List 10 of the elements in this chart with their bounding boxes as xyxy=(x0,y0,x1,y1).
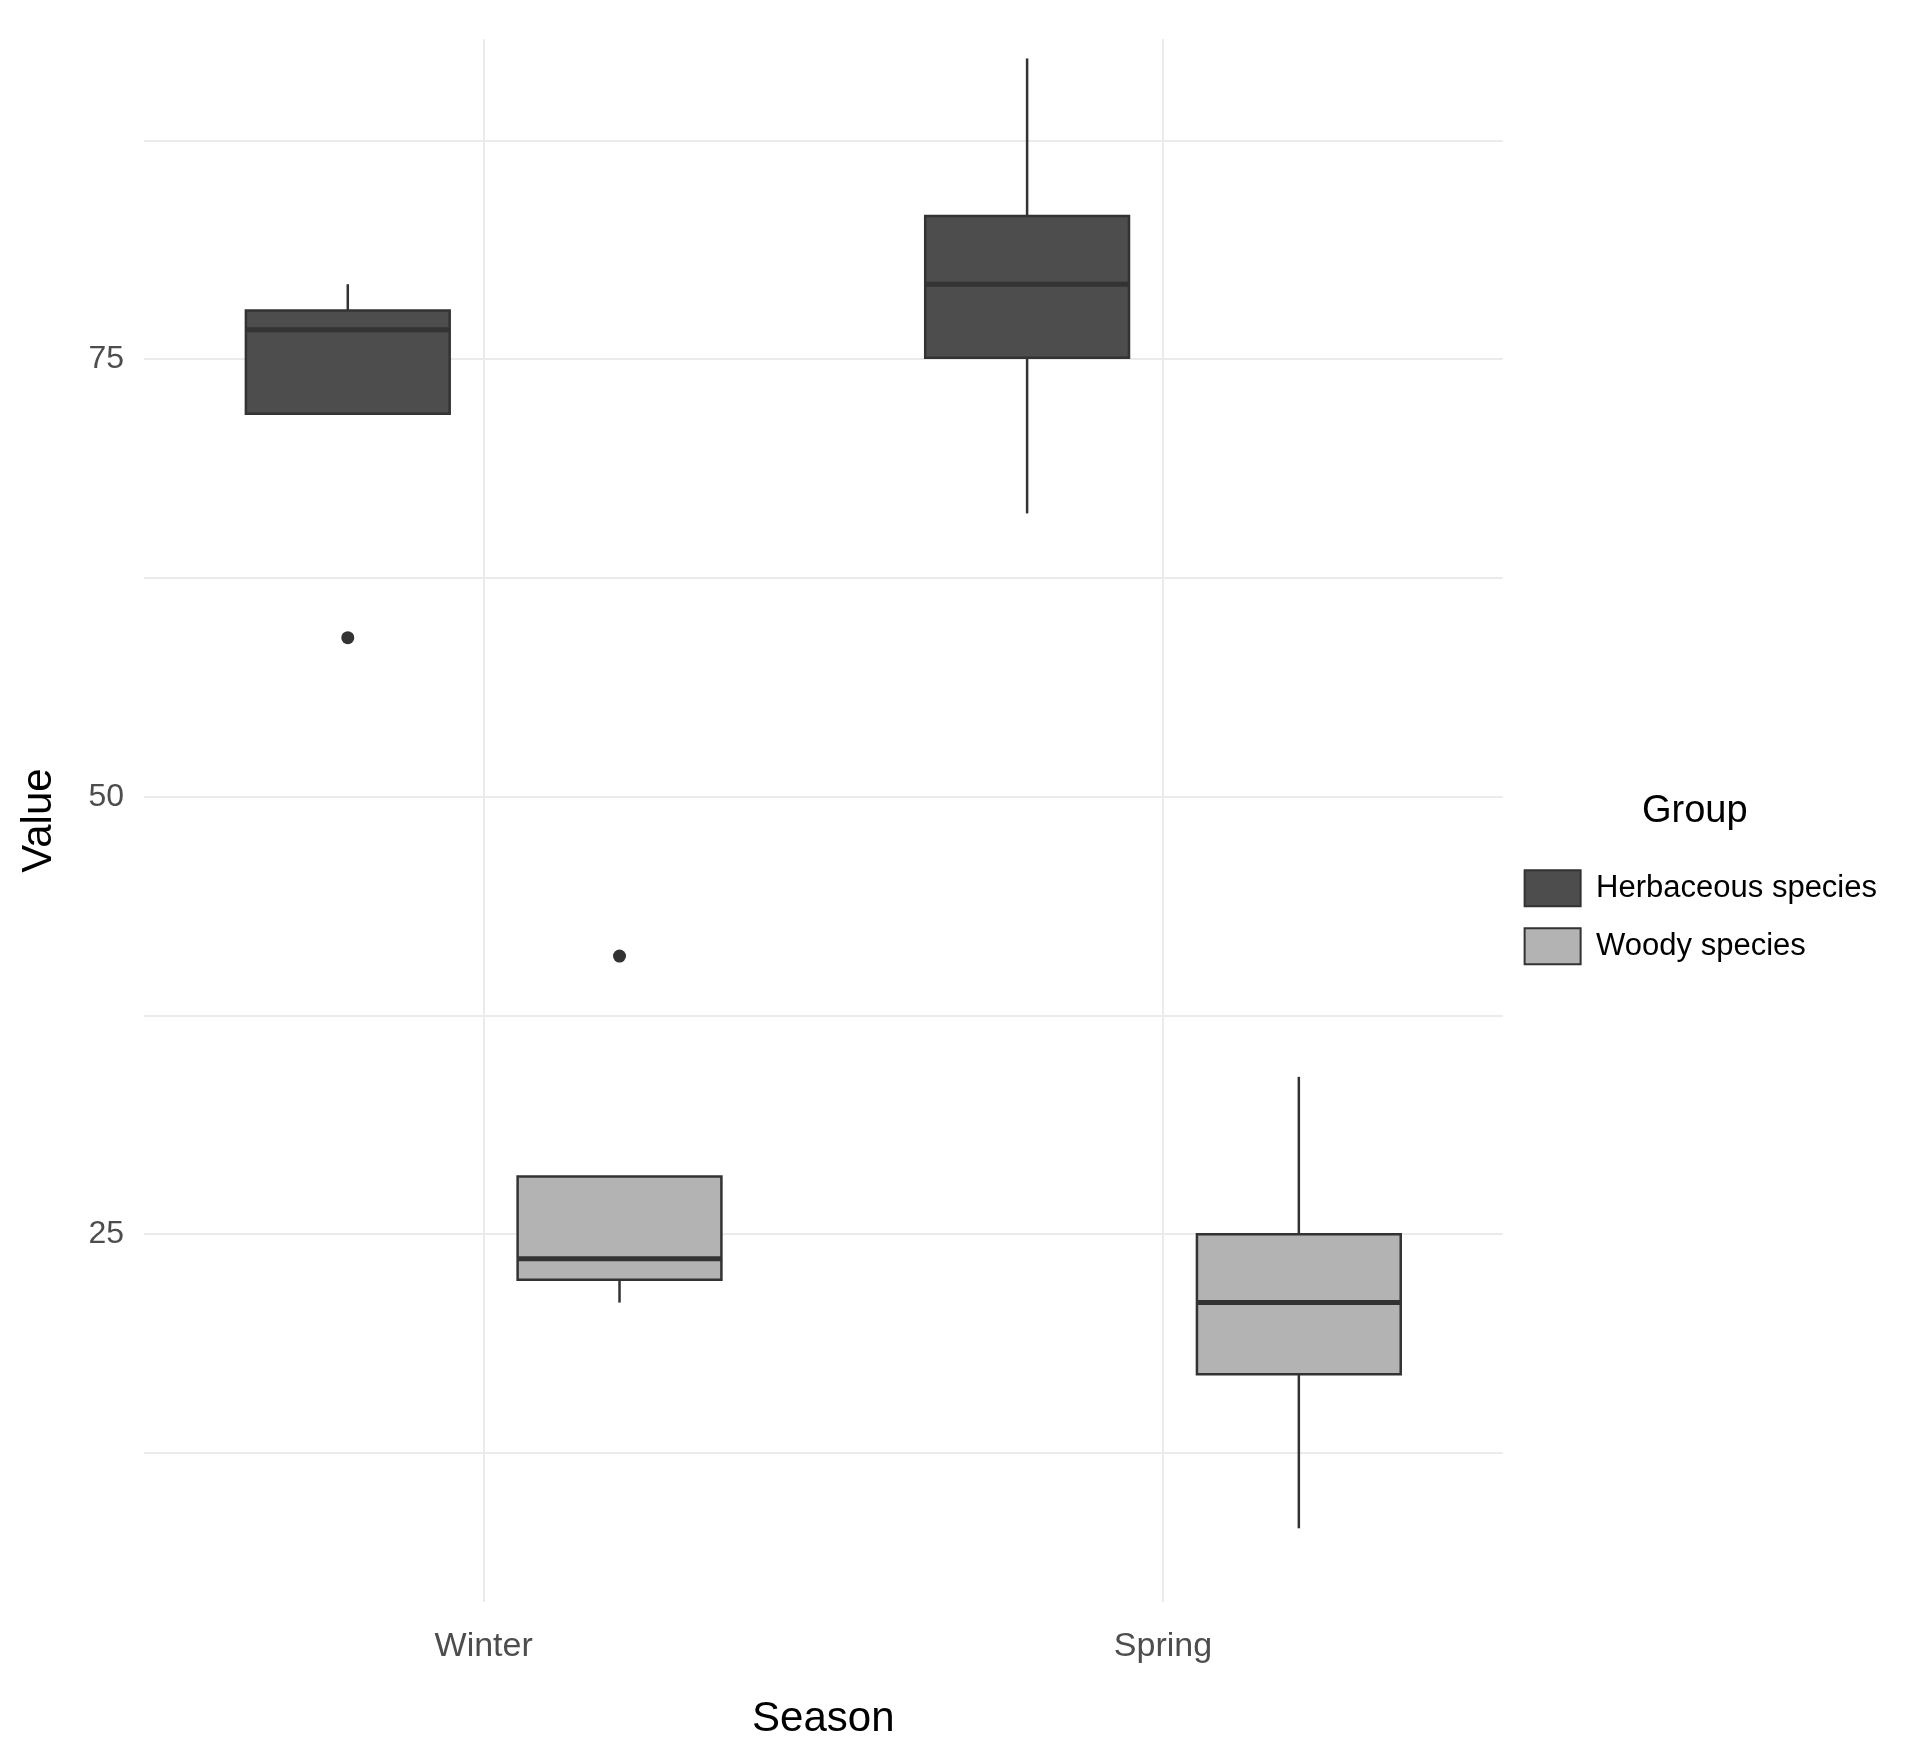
x-tick-label: Winter xyxy=(434,1624,533,1663)
x-axis-title: Season xyxy=(752,1693,895,1741)
legend-label: Woody species xyxy=(1596,926,1806,962)
y-tick-label: 50 xyxy=(88,776,124,813)
legend-title: Group xyxy=(1642,788,1748,831)
y-axis-title: Value xyxy=(12,768,60,873)
legend-label: Herbaceous species xyxy=(1596,868,1878,904)
y-tick-label: 75 xyxy=(88,339,124,376)
y-tick-label: 25 xyxy=(88,1214,124,1251)
x-tick-label: Spring xyxy=(1113,1624,1213,1663)
